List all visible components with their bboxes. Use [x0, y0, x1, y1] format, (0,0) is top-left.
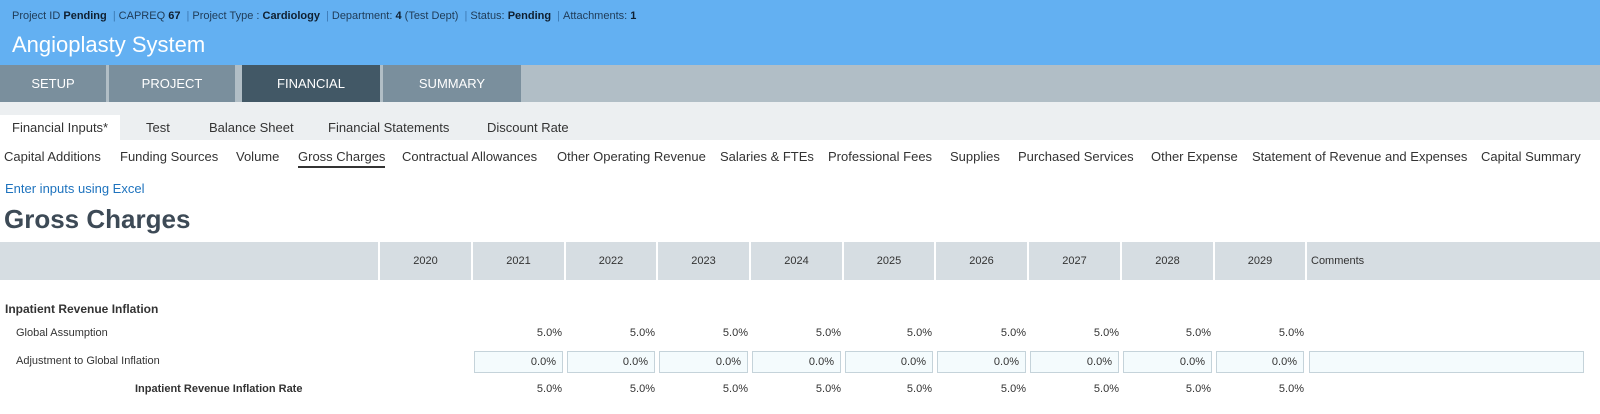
adjustment-input[interactable]: 0.0%: [659, 351, 748, 373]
meta-separator: |: [112, 10, 116, 22]
inflation-rate-value: 5.0%: [815, 383, 841, 395]
adjustment-input[interactable]: 0.0%: [474, 351, 563, 373]
status-value: Pending: [507, 10, 552, 22]
global-assumption-value: 5.0%: [1278, 327, 1304, 339]
adjustment-input[interactable]: 0.0%: [937, 351, 1026, 373]
department-value: 4: [395, 10, 402, 22]
year-header-cell: 2020: [378, 242, 471, 280]
year-header-cell: 2027: [1027, 242, 1120, 280]
section-capital-summary[interactable]: Capital Summary: [1481, 149, 1581, 164]
tab-setup[interactable]: SETUP: [0, 65, 106, 102]
tab-summary[interactable]: SUMMARY: [383, 65, 521, 102]
global-assumption-value: 5.0%: [815, 327, 841, 339]
year-header-row: 2020 2021 2022 2023 2024 2025 2026 2027 …: [0, 242, 1600, 280]
section-statement-revenue-expenses[interactable]: Statement of Revenue and Expenses: [1252, 149, 1468, 164]
section-salaries-ftes[interactable]: Salaries & FTEs: [720, 149, 814, 164]
inflation-rate-value: 5.0%: [1000, 383, 1026, 395]
section-other-expense[interactable]: Other Expense: [1151, 149, 1238, 164]
global-assumption-value: 5.0%: [906, 327, 932, 339]
project-type-label: Project Type :: [192, 10, 260, 22]
year-header-cell: 2021: [471, 242, 564, 280]
section-nav: Capital Additions Funding Sources Volume…: [0, 148, 1600, 170]
sub-tab-bar: Financial Inputs* Test Balance Sheet Fin…: [0, 102, 1600, 140]
group-title: Inpatient Revenue Inflation: [5, 302, 159, 316]
section-professional-fees[interactable]: Professional Fees: [828, 149, 933, 164]
project-id-label: Project ID: [12, 10, 61, 22]
adjustment-input[interactable]: 0.0%: [1216, 351, 1304, 373]
section-contractual-allowances[interactable]: Contractual Allowances: [402, 149, 538, 164]
adjustment-input[interactable]: 0.0%: [752, 351, 841, 373]
section-gross-charges[interactable]: Gross Charges: [298, 148, 386, 168]
inflation-rate-value: 5.0%: [536, 383, 562, 395]
inflation-rate-value: 5.0%: [1185, 383, 1211, 395]
section-purchased-services[interactable]: Purchased Services: [1018, 149, 1134, 164]
subtab-balance-sheet[interactable]: Balance Sheet: [209, 120, 294, 135]
adjustment-input[interactable]: 0.0%: [567, 351, 655, 373]
global-assumption-value: 5.0%: [722, 327, 748, 339]
inflation-rate-value: 5.0%: [629, 383, 655, 395]
section-supplies[interactable]: Supplies: [950, 149, 1000, 164]
year-header-cell: 2023: [656, 242, 749, 280]
enter-inputs-excel-link[interactable]: Enter inputs using Excel: [5, 181, 145, 196]
global-assumption-value: 5.0%: [536, 327, 562, 339]
adjustment-input[interactable]: 0.0%: [1123, 351, 1212, 373]
year-header-cell: 2024: [749, 242, 842, 280]
inflation-rate-value: 5.0%: [1093, 383, 1119, 395]
year-header-cell: 2029: [1213, 242, 1305, 280]
global-assumption-value: 5.0%: [1000, 327, 1026, 339]
status-label: Status:: [470, 10, 505, 22]
page-title: Gross Charges: [4, 204, 191, 234]
row-label-inflation-rate: Inpatient Revenue Inflation Rate: [135, 383, 303, 395]
tab-project[interactable]: PROJECT: [109, 65, 235, 102]
inflation-rate-value: 5.0%: [1278, 383, 1304, 395]
tab-financial[interactable]: FINANCIAL: [242, 65, 380, 102]
capreq-label: CAPREQ: [118, 10, 166, 22]
year-header-cell: 2025: [842, 242, 934, 280]
department-label: Department:: [331, 10, 393, 22]
subtab-financial-inputs[interactable]: Financial Inputs*: [0, 115, 121, 140]
section-funding-sources[interactable]: Funding Sources: [120, 149, 219, 164]
section-capital-additions[interactable]: Capital Additions: [4, 149, 101, 164]
project-meta-bar: Project ID Pending | CAPREQ 67 | Project T…: [12, 10, 636, 22]
meta-separator: |: [557, 10, 560, 22]
comments-header: Comments: [1305, 242, 1600, 280]
subtab-financial-statements[interactable]: Financial Statements: [328, 120, 450, 135]
capreq-value: 67: [168, 10, 181, 22]
app-title: Angioplasty System: [12, 32, 206, 57]
adjustment-input[interactable]: 0.0%: [1030, 351, 1119, 373]
project-type-value: Cardiology: [262, 10, 320, 22]
subtab-discount-rate[interactable]: Discount Rate: [487, 120, 569, 135]
attachments-label[interactable]: Attachments:: [563, 10, 628, 22]
meta-separator: |: [326, 10, 329, 22]
global-assumption-value: 5.0%: [629, 327, 655, 339]
inflation-rate-value: 5.0%: [906, 383, 932, 395]
row-label-adjustment: Adjustment to Global Inflation: [16, 355, 160, 367]
adjustment-comment-input[interactable]: [1309, 351, 1584, 373]
global-assumption-value: 5.0%: [1185, 327, 1211, 339]
attachments-value[interactable]: 1: [630, 10, 637, 22]
app-header: Project ID Pending | CAPREQ 67 | Project T…: [0, 0, 1600, 65]
meta-separator: |: [186, 10, 190, 22]
subtab-test[interactable]: Test: [146, 120, 170, 135]
global-assumption-value: 5.0%: [1093, 327, 1119, 339]
section-other-operating-revenue[interactable]: Other Operating Revenue: [557, 149, 706, 164]
adjustment-input[interactable]: 0.0%: [845, 351, 933, 373]
year-header-cell: 2028: [1120, 242, 1213, 280]
row-label-global-assumption: Global Assumption: [16, 327, 108, 339]
year-header-cell: 2026: [934, 242, 1027, 280]
section-volume[interactable]: Volume: [236, 149, 280, 164]
department-extra: (Test Dept): [404, 10, 459, 22]
project-id-value: Pending: [63, 10, 107, 22]
inflation-rate-value: 5.0%: [722, 383, 748, 395]
main-tab-bar: SETUP PROJECT FINANCIAL SUMMARY: [0, 65, 1600, 102]
meta-separator: |: [464, 10, 468, 22]
year-header-cell: 2022: [564, 242, 656, 280]
